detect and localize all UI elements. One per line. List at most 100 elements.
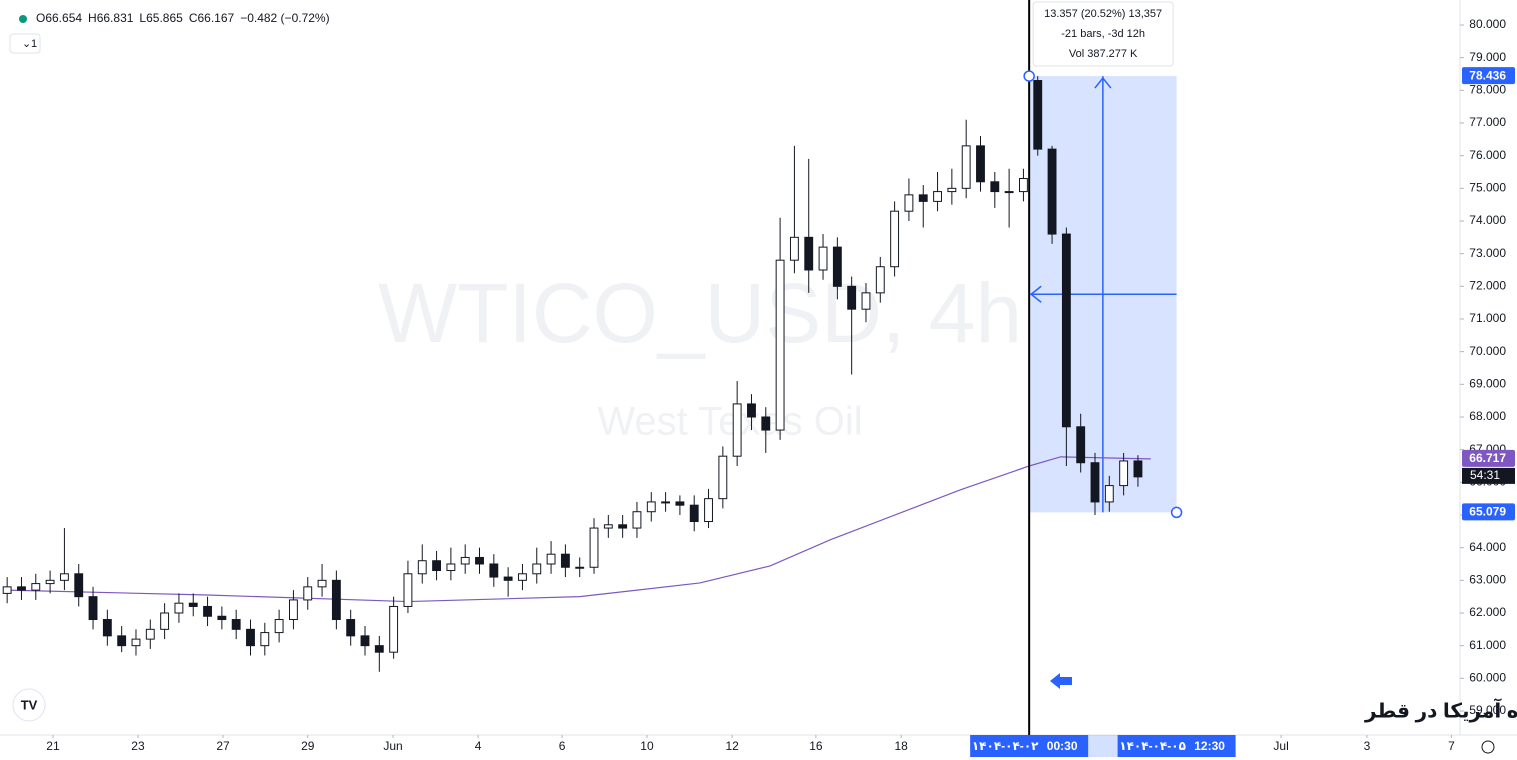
watermark-symbol: WTICO_USD, 4h — [378, 266, 1022, 360]
candle-body — [818, 246, 828, 271]
candle-body — [74, 573, 84, 598]
y-tick-label: 77.000 — [1469, 115, 1506, 129]
candle-body — [990, 181, 1000, 193]
candle-body — [718, 455, 728, 500]
x-tick-label: 23 — [131, 739, 145, 753]
candle-body — [832, 246, 842, 287]
y-tick-label: 71.000 — [1469, 311, 1506, 325]
candle-body — [17, 586, 26, 591]
ohlc-value: −0.482 (−0.72%) — [240, 11, 329, 25]
ohlc-value: L65.865 — [139, 11, 183, 25]
candle-body — [646, 501, 656, 513]
candle-body — [804, 236, 814, 271]
candle-body — [918, 194, 928, 202]
candle-body — [704, 498, 713, 523]
price-tag — [1462, 67, 1515, 85]
y-tick-label: 72.000 — [1469, 278, 1506, 292]
settings-icon[interactable] — [1481, 740, 1495, 754]
candle-body — [961, 145, 971, 189]
candle-body — [117, 635, 127, 647]
candle-body — [1076, 426, 1086, 464]
candle-body — [747, 403, 756, 418]
tv-logo-mark: TV — [21, 697, 38, 712]
candle-body — [446, 563, 456, 572]
x-tick-label: Jun — [383, 739, 402, 753]
price-axis — [1460, 0, 1517, 735]
y-tick-label: 60.000 — [1469, 670, 1506, 684]
candle-body — [775, 259, 785, 431]
candle-body — [560, 553, 570, 568]
price-tag-label: 78.436 — [1469, 68, 1506, 82]
candle-body — [331, 579, 341, 621]
candle-body — [1133, 460, 1143, 478]
measure-tooltip-line: 13.357 (20.52%) 13,357 — [1044, 8, 1162, 20]
measure-tooltip — [1032, 1, 1174, 67]
measure-arrow-head — [1094, 76, 1112, 89]
candle-body — [317, 579, 327, 588]
x-tick-label: 3 — [1364, 739, 1371, 753]
y-tick-label: 80.000 — [1469, 17, 1506, 31]
y-tick-label: 74.000 — [1469, 213, 1506, 227]
x-tick-label: 18 — [895, 739, 909, 753]
date-tag — [1117, 735, 1236, 757]
candle-body — [532, 563, 542, 575]
candle-body — [632, 511, 642, 529]
candle-body — [59, 573, 69, 581]
date-tag-time: 12:30 — [1194, 739, 1225, 753]
annotation: روز حمله ایران به پایگاه آمریکا در قطر — [1364, 697, 1517, 723]
candle-body — [1119, 460, 1129, 487]
interval-button[interactable] — [9, 33, 41, 54]
candle-body — [432, 560, 442, 572]
candle-body — [546, 553, 556, 565]
y-tick-label: 61.000 — [1469, 638, 1506, 652]
measure-tooltip-line: -21 bars, -3d 12h — [1061, 28, 1145, 40]
x-tick-label: Jul — [1273, 739, 1288, 753]
candle-body — [88, 596, 98, 621]
moving-average — [7, 456, 1151, 603]
candle-body — [575, 566, 585, 569]
candle-body — [374, 645, 384, 653]
candle-body — [31, 583, 41, 591]
candle-body — [861, 292, 871, 310]
ohlc-legend: O66.654 H66.831 L65.865 C66.167 −0.482 (−0.7… — [36, 11, 330, 25]
candle-body — [1104, 485, 1114, 503]
candle-body — [1033, 80, 1043, 150]
date-tag — [970, 735, 1089, 757]
candle-body — [890, 210, 900, 268]
candle-body — [460, 556, 470, 565]
candle-body — [1018, 178, 1028, 193]
measure-handle — [1170, 506, 1183, 519]
candle-body — [503, 576, 513, 581]
x-tick-label: 16 — [809, 739, 823, 753]
y-tick-label: 79.000 — [1469, 50, 1506, 64]
candle-body — [145, 628, 155, 640]
candle-body — [947, 187, 957, 193]
candle-body — [217, 615, 227, 621]
candle-body — [131, 638, 141, 647]
status-dot — [19, 15, 27, 23]
y-tick-label: 69.000 — [1469, 376, 1506, 390]
candle-body — [403, 573, 413, 607]
y-tick-label: 76.000 — [1469, 148, 1506, 162]
countdown-tag — [1462, 467, 1515, 484]
plot: 13.357 (20.52%) 13,357 -21 bars, -3d 12h V… — [2, 0, 1183, 735]
candle-body — [761, 416, 771, 431]
candle-body — [231, 619, 241, 630]
candle-body — [661, 501, 671, 504]
candle-body — [102, 619, 112, 637]
candle-body — [789, 236, 799, 261]
price-tag — [1462, 503, 1515, 521]
date-tag-date: ١۴٠۴-٠۴-٠٢ — [972, 739, 1039, 753]
tv-logo[interactable] — [12, 688, 46, 722]
candle-body — [1004, 191, 1014, 194]
candle-body — [188, 602, 198, 607]
y-tick-label: 73.000 — [1469, 246, 1506, 260]
candle-body — [389, 605, 399, 653]
ohlc-value: H66.831 — [88, 11, 134, 25]
ohlc-value: O66.654 — [36, 11, 82, 25]
watermark-name: West Texas Oil — [597, 400, 862, 444]
x-tick-label: 21 — [46, 739, 60, 753]
y-tick-label: 59.000 — [1469, 703, 1506, 717]
candle-body — [288, 599, 298, 621]
candle-body — [618, 524, 628, 529]
